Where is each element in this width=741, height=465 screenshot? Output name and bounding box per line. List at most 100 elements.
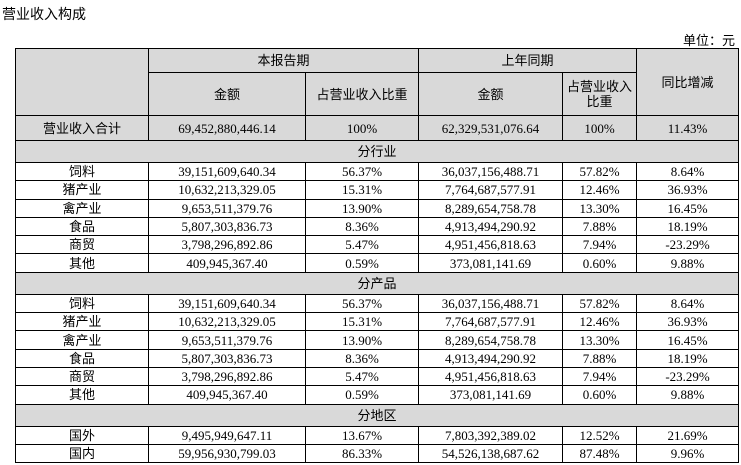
- header-cell: 上年同期: [418, 48, 638, 73]
- cell: 409,945,367.40: [148, 385, 306, 405]
- cell: 9,653,511,379.76: [148, 330, 306, 350]
- cell: 21.69%: [636, 425, 740, 445]
- table-row: 食品 5,807,303,836.73 8.36% 4,913,494,290.92 7…: [15, 348, 740, 368]
- cell: 8.36%: [304, 348, 420, 368]
- cell: 373,081,141.69: [418, 253, 564, 273]
- cell: 其他: [15, 253, 149, 273]
- cell: 4,951,456,818.63: [418, 366, 564, 387]
- cell: 15.31%: [304, 180, 420, 200]
- cell: -23.29%: [636, 235, 740, 255]
- cell: 7,764,687,577.91: [418, 180, 564, 200]
- cell: 9,653,511,379.76: [148, 198, 306, 218]
- cell: 8,289,654,758.78: [418, 198, 564, 218]
- cell: 18.19%: [636, 348, 740, 368]
- revenue-table: 本报告期 上年同期 同比增减 金额 占营业收入比重 金额 占营业收入比重 营业收…: [14, 48, 740, 464]
- cell: 12.46%: [562, 312, 638, 332]
- cell: 16.45%: [636, 198, 740, 218]
- cell: 8.36%: [304, 216, 420, 237]
- cell: 7.88%: [562, 348, 638, 368]
- table-row: 猪产业 10,632,213,329.05 15.31% 7,764,687,577.…: [15, 180, 740, 200]
- cell: 57.82%: [562, 161, 638, 182]
- cell: 5,807,303,836.73: [148, 348, 306, 368]
- cell: 10,632,213,329.05: [148, 180, 306, 200]
- table-row: 商贸 3,798,296,892.86 5.47% 4,951,456,818.63 7…: [15, 366, 740, 387]
- cell: 16.45%: [636, 330, 740, 350]
- cell: 12.46%: [562, 180, 638, 200]
- cell: 373,081,141.69: [418, 385, 564, 405]
- table-row: 营业收入合计 69,452,880,446.14 100% 62,329,531,07…: [15, 115, 740, 141]
- cell: 13.67%: [304, 425, 420, 445]
- cell: 8,289,654,758.78: [418, 330, 564, 350]
- table-row: 食品 5,807,303,836.73 8.36% 4,913,494,290.92 7…: [15, 216, 740, 237]
- cell: 13.90%: [304, 198, 420, 218]
- cell: 国外: [15, 425, 149, 445]
- cell: 39,151,609,640.34: [148, 161, 306, 182]
- header-row: 金额 占营业收入比重 金额 占营业收入比重: [15, 72, 739, 116]
- section-row: 分地区: [14, 403, 740, 427]
- table-row: 其他 409,945,367.40 0.59% 373,081,141.69 0.60%…: [15, 253, 740, 273]
- header-cell: 同比增减: [636, 48, 740, 116]
- cell: 36.93%: [636, 180, 740, 200]
- cell: 3,798,296,892.86: [148, 235, 306, 255]
- header-cell: [15, 48, 149, 116]
- cell: 18.19%: [636, 216, 740, 237]
- header-cell: 占营业收入比重: [562, 72, 638, 116]
- cell: 7.94%: [562, 366, 638, 387]
- cell: 7.88%: [562, 216, 638, 237]
- cell: 54,526,138,687.62: [418, 443, 564, 464]
- cell: 11.43%: [636, 115, 740, 141]
- cell: 12.52%: [562, 425, 638, 445]
- cell: 9,495,949,647.11: [148, 425, 306, 445]
- cell: 0.60%: [562, 385, 638, 405]
- cell: 9.88%: [636, 253, 740, 273]
- cell: 7.94%: [562, 235, 638, 255]
- cell: 100%: [304, 115, 420, 141]
- table-row: 禽产业 9,653,511,379.76 13.90% 8,289,654,758.7…: [15, 198, 740, 218]
- cell: 饲料: [15, 161, 149, 182]
- header-cell: 金额: [418, 72, 564, 116]
- header-cell: 金额: [148, 72, 306, 116]
- cell: 禽产业: [15, 330, 149, 350]
- cell: 5.47%: [304, 366, 420, 387]
- cell: 100%: [562, 115, 638, 141]
- cell: 56.37%: [304, 161, 420, 182]
- cell: 0.59%: [304, 385, 420, 405]
- cell: -23.29%: [636, 366, 740, 387]
- cell: 0.60%: [562, 253, 638, 273]
- cell: 9.96%: [636, 443, 740, 464]
- table-row: 国内 59,956,930,799.03 86.33% 54,526,138,687.…: [15, 443, 740, 464]
- section-title: 分行业: [14, 140, 740, 163]
- cell: 商贸: [15, 235, 149, 255]
- cell: 饲料: [15, 293, 149, 314]
- cell: 8.64%: [636, 293, 740, 314]
- cell: 39,151,609,640.34: [148, 293, 306, 314]
- cell: 7,764,687,577.91: [418, 312, 564, 332]
- cell: 10,632,213,329.05: [148, 312, 306, 332]
- cell: 86.33%: [304, 443, 420, 464]
- cell: 59,956,930,799.03: [148, 443, 306, 464]
- cell: 62,329,531,076.64: [418, 115, 564, 141]
- section-title: 分地区: [14, 403, 740, 427]
- cell: 36,037,156,488.71: [418, 161, 564, 182]
- table-row: 商贸 3,798,296,892.86 5.47% 4,951,456,818.63 7…: [15, 235, 740, 255]
- cell: 禽产业: [15, 198, 149, 218]
- cell: 409,945,367.40: [148, 253, 306, 273]
- cell: 5,807,303,836.73: [148, 216, 306, 237]
- cell: 8.64%: [636, 161, 740, 182]
- cell: 其他: [15, 385, 149, 405]
- cell: 营业收入合计: [15, 115, 149, 141]
- header-cell: 本报告期: [147, 48, 420, 73]
- cell: 4,913,494,290.92: [418, 216, 564, 237]
- table-row: 饲料 39,151,609,640.34 56.37% 36,037,156,488.…: [15, 161, 740, 182]
- cell: 15.31%: [304, 312, 420, 332]
- section-title: 分产品: [14, 271, 740, 295]
- section-row: 分行业: [14, 140, 740, 163]
- cell: 9.88%: [636, 385, 740, 405]
- table-row: 猪产业 10,632,213,329.05 15.31% 7,764,687,577.…: [15, 312, 740, 332]
- cell: 猪产业: [15, 180, 149, 200]
- cell: 57.82%: [562, 293, 638, 314]
- cell: 69,452,880,446.14: [148, 115, 306, 141]
- cell: 0.59%: [304, 253, 420, 273]
- cell: 食品: [15, 216, 149, 237]
